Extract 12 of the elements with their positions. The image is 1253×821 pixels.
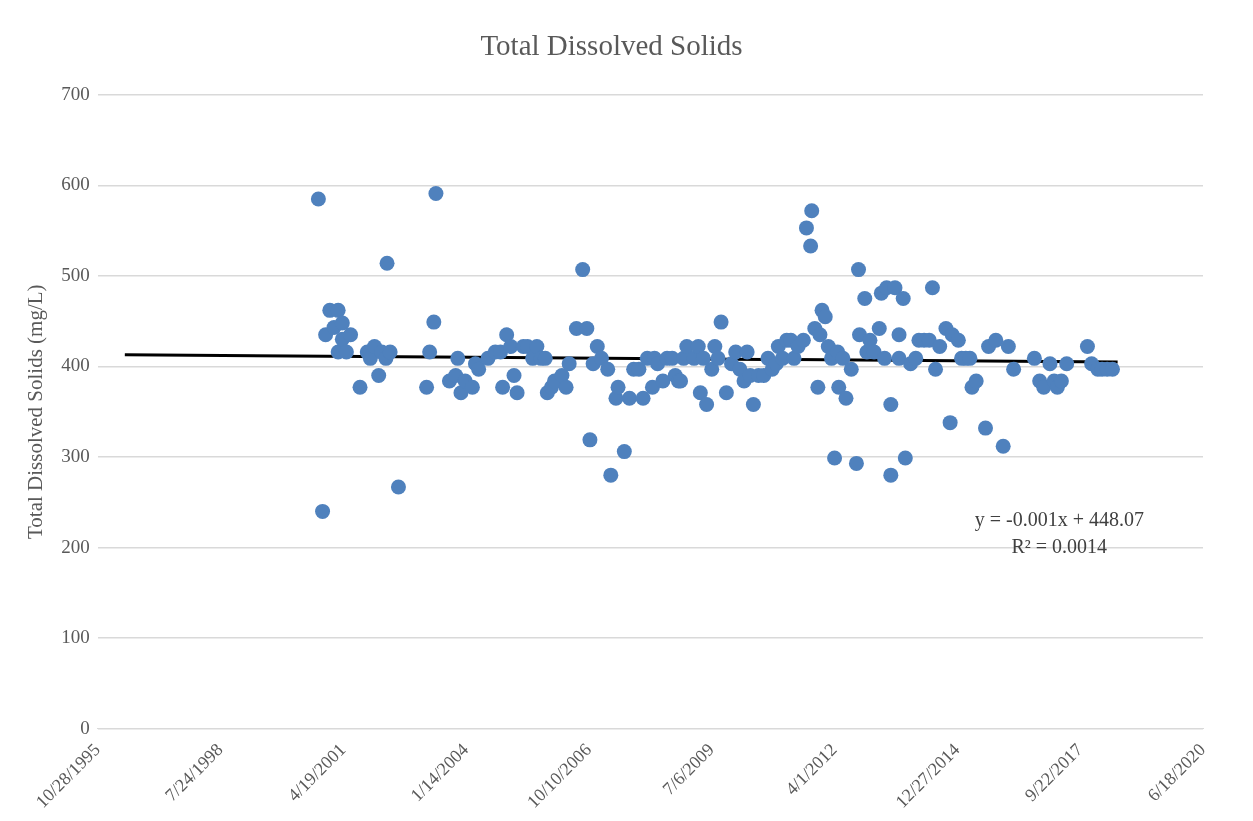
annotation: R² = 0.0014 — [1011, 535, 1108, 558]
y-tick-label: 400 — [61, 354, 90, 376]
y-tick-label: 600 — [61, 173, 90, 195]
y-axis-title: Total Dissolved Solids (mg/L) — [23, 284, 48, 540]
y-tick-label: 300 — [61, 445, 90, 467]
y-tick-label: 100 — [61, 626, 90, 648]
chart-title: Total Dissolved Solids — [480, 29, 743, 62]
y-tick-label: 500 — [61, 263, 90, 285]
y-tick-label: 0 — [80, 716, 90, 738]
annotation: y = -0.001x + 448.07 — [974, 508, 1144, 532]
y-tick-label: 700 — [61, 82, 90, 104]
y-tick-label: 200 — [61, 535, 90, 557]
